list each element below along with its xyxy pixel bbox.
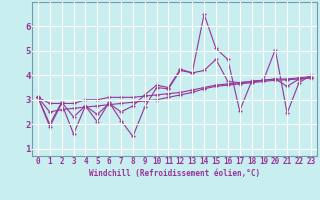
X-axis label: Windchill (Refroidissement éolien,°C): Windchill (Refroidissement éolien,°C) (89, 169, 260, 178)
